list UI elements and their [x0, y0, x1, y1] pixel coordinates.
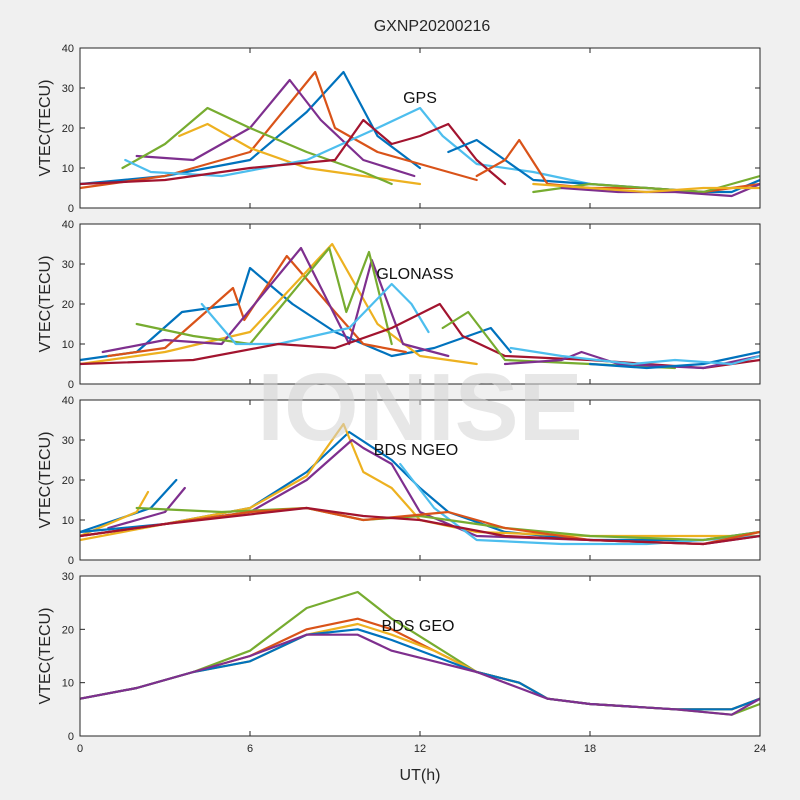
- y-tick-label-bds-geo: 10: [62, 678, 74, 690]
- series-line-bds-geo-5: [80, 633, 760, 716]
- y-tick-label-glonass: 40: [62, 219, 74, 231]
- y-tick-label-gps: 10: [62, 163, 74, 175]
- series-line-glonass-1: [80, 266, 512, 362]
- panel-label-gps: GPS: [403, 90, 437, 107]
- y-axis-label-bds-ngeo: VTEC(TECU): [37, 432, 54, 529]
- series-line-glonass-6: [200, 282, 430, 346]
- series-line-gps-5: [121, 106, 393, 186]
- y-tick-label-bds-ngeo: 0: [68, 555, 74, 567]
- y-tick-label-gps: 20: [62, 123, 74, 135]
- series-line-bds-ngeo-3: [107, 486, 186, 530]
- x-tick-label: 12: [414, 743, 426, 755]
- panel-glonass: 0 10 20 30 40 VTEC(TECU) GLONASS: [37, 219, 761, 391]
- series-line-glonass-3: [80, 242, 478, 366]
- panel-label-bds-ngeo: BDS NGEO: [374, 442, 458, 459]
- y-tick-label-gps: 30: [62, 83, 74, 95]
- x-tick-label: 24: [754, 743, 766, 755]
- y-tick-label-gps: 40: [62, 43, 74, 55]
- series-group-glonass: [80, 242, 760, 370]
- panel-bds-ngeo: 0 10 20 30 40 VTEC(TECU) BDS NGEO: [37, 395, 761, 567]
- panels: 0 10 20 30 40 VTEC(TECU) GPS 0 10 20 30 40 VTEC(TECU…: [37, 43, 766, 755]
- series-line-glonass-9: [503, 350, 760, 370]
- series-line-gps-11: [560, 182, 760, 198]
- y-tick-label-bds-ngeo: 30: [62, 435, 74, 447]
- series-line-gps-2: [80, 70, 478, 190]
- series-line-bds-ngeo-2: [80, 490, 150, 538]
- series-line-bds-ngeo-10: [80, 506, 760, 546]
- y-axis-label-bds-geo: VTEC(TECU): [37, 608, 54, 705]
- plot-area-gps: [80, 48, 760, 208]
- x-tick-label: 0: [77, 743, 83, 755]
- series-group-bds-ngeo: [80, 422, 760, 546]
- figure-title: GXNP20200216: [374, 18, 491, 35]
- x-axis-label: UT(h): [400, 767, 441, 784]
- series-line-gps-4: [135, 78, 416, 178]
- y-tick-label-glonass: 0: [68, 379, 74, 391]
- y-tick-label-glonass: 30: [62, 259, 74, 271]
- panel-label-bds-geo: BDS GEO: [382, 618, 455, 635]
- plot-area-bds-ngeo: [80, 400, 760, 560]
- series-line-glonass-4: [101, 246, 450, 358]
- series-group-bds-geo: [80, 590, 760, 716]
- y-tick-label-bds-geo: 30: [62, 571, 74, 583]
- y-tick-label-bds-geo: 0: [68, 731, 74, 743]
- panel-bds-geo: 0 6 12 18 24 0 10 20 30 VTEC(TECU) BDS GEO: [37, 571, 766, 755]
- series-line-gps-7: [80, 118, 507, 186]
- y-tick-label-glonass: 20: [62, 299, 74, 311]
- plot-area-bds-geo: [80, 576, 760, 736]
- series-line-gps-6: [124, 106, 592, 186]
- series-line-glonass-5: [135, 246, 393, 346]
- x-tick-label: 6: [247, 743, 253, 755]
- series-line-gps-12: [532, 182, 760, 194]
- series-line-glonass-11: [509, 346, 760, 366]
- watermark: IONISE: [257, 354, 582, 461]
- x-tick-label: 18: [584, 743, 596, 755]
- series-line-gps-3: [178, 122, 422, 186]
- panel-gps: 0 10 20 30 40 VTEC(TECU) GPS: [37, 43, 761, 215]
- y-tick-label-bds-ngeo: 10: [62, 515, 74, 527]
- plot-area-glonass: [80, 224, 760, 384]
- series-group-gps: [80, 70, 760, 198]
- y-axis-label-gps: VTEC(TECU): [37, 80, 54, 177]
- series-line-glonass-10: [588, 350, 760, 370]
- series-line-bds-ngeo-8: [135, 506, 760, 542]
- y-tick-label-bds-ngeo: 20: [62, 475, 74, 487]
- y-tick-label-bds-ngeo: 40: [62, 395, 74, 407]
- panel-label-glonass: GLONASS: [376, 266, 453, 283]
- y-tick-label-bds-geo: 20: [62, 624, 74, 636]
- y-axis-label-glonass: VTEC(TECU): [37, 256, 54, 353]
- y-tick-label-gps: 0: [68, 203, 74, 215]
- y-tick-label-glonass: 10: [62, 339, 74, 351]
